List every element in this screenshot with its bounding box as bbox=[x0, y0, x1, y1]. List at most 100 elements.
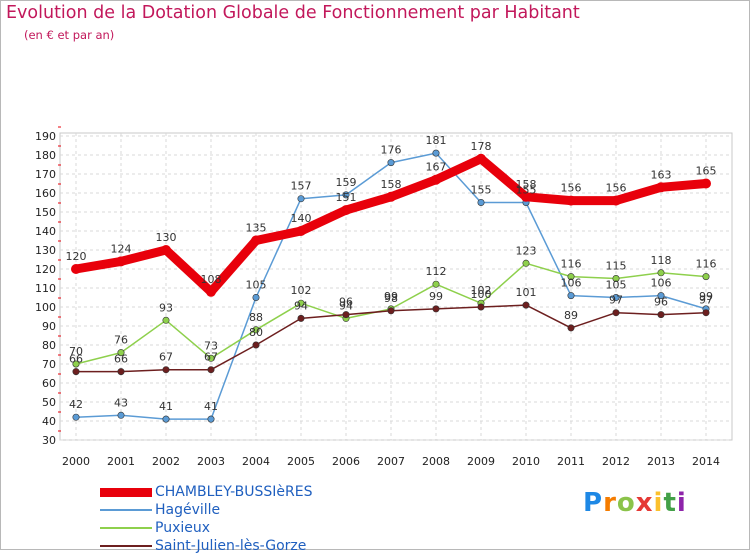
y-tick-label: 90 bbox=[42, 320, 56, 333]
data-label: 155 bbox=[516, 184, 537, 197]
series-3 bbox=[72, 301, 710, 376]
data-label: 76 bbox=[114, 334, 128, 347]
y-tick-label: 190 bbox=[35, 130, 56, 143]
x-tick-label: 2008 bbox=[422, 455, 450, 468]
plot-area bbox=[59, 132, 733, 441]
data-label: 102 bbox=[471, 284, 492, 297]
data-label: 176 bbox=[381, 144, 402, 157]
data-label: 156 bbox=[561, 182, 582, 195]
data-point bbox=[386, 191, 396, 202]
data-point bbox=[702, 309, 710, 317]
data-label: 112 bbox=[426, 265, 447, 278]
data-point bbox=[432, 280, 440, 288]
data-point bbox=[701, 178, 711, 189]
data-label: 165 bbox=[696, 165, 717, 178]
data-label: 67 bbox=[204, 351, 218, 364]
data-point bbox=[342, 191, 350, 199]
data-label: 118 bbox=[651, 254, 672, 267]
page-subtitle: (en € et par an) bbox=[24, 28, 115, 42]
data-point bbox=[521, 191, 531, 202]
y-tick-label: 170 bbox=[35, 168, 56, 181]
data-label: 73 bbox=[204, 339, 218, 352]
data-label: 157 bbox=[291, 180, 312, 193]
x-tick-label: 2006 bbox=[332, 455, 360, 468]
data-point bbox=[657, 311, 665, 319]
data-label: 41 bbox=[159, 400, 173, 413]
data-label: 135 bbox=[246, 222, 267, 235]
data-point bbox=[657, 269, 665, 277]
data-label: 98 bbox=[384, 292, 398, 305]
data-point bbox=[162, 316, 170, 324]
x-tick-label: 2010 bbox=[512, 455, 540, 468]
data-point bbox=[702, 273, 710, 281]
logo-letter: i bbox=[653, 488, 664, 518]
x-tick-label: 2012 bbox=[602, 455, 630, 468]
logo-letter: i bbox=[676, 488, 687, 518]
y-tick-label: 80 bbox=[42, 339, 56, 352]
data-label: 159 bbox=[336, 176, 357, 189]
data-point bbox=[567, 292, 575, 300]
data-label: 178 bbox=[471, 140, 492, 153]
x-tick-label: 2011 bbox=[557, 455, 585, 468]
data-point bbox=[117, 411, 125, 419]
y-tick-label: 50 bbox=[42, 396, 56, 409]
data-point bbox=[297, 299, 305, 307]
page-title: Evolution de la Dotation Globale de Fonc… bbox=[6, 3, 580, 23]
data-point bbox=[162, 415, 170, 423]
y-tick-label: 40 bbox=[42, 415, 56, 428]
data-label: 80 bbox=[249, 326, 263, 339]
data-point bbox=[207, 354, 215, 362]
data-label: 140 bbox=[291, 212, 312, 225]
y-tick-label: 130 bbox=[35, 244, 56, 257]
data-point bbox=[207, 366, 215, 374]
data-label: 66 bbox=[69, 353, 83, 366]
data-label: 66 bbox=[114, 353, 128, 366]
data-label: 43 bbox=[114, 396, 128, 409]
data-point bbox=[611, 195, 621, 206]
data-point bbox=[431, 174, 441, 185]
data-point bbox=[72, 413, 80, 421]
data-label: 96 bbox=[654, 296, 668, 309]
data-point bbox=[297, 314, 305, 322]
data-point bbox=[162, 366, 170, 374]
x-tick-label: 2009 bbox=[467, 455, 495, 468]
data-label: 108 bbox=[201, 273, 222, 286]
y-tick-label: 120 bbox=[35, 263, 56, 276]
data-point bbox=[612, 309, 620, 317]
y-tick-label: 100 bbox=[35, 301, 56, 314]
data-label: 42 bbox=[69, 398, 83, 411]
data-label: 163 bbox=[651, 168, 672, 181]
data-label: 41 bbox=[204, 400, 218, 413]
data-point bbox=[522, 301, 530, 309]
y-tick-label: 70 bbox=[42, 358, 56, 371]
data-label: 158 bbox=[381, 178, 402, 191]
data-label: 116 bbox=[561, 258, 582, 271]
data-label: 106 bbox=[561, 277, 582, 290]
data-point bbox=[432, 149, 440, 157]
legend-swatch-puxieux bbox=[100, 527, 152, 529]
data-point bbox=[252, 293, 260, 301]
data-label: 89 bbox=[564, 309, 578, 322]
data-label: 105 bbox=[246, 279, 267, 292]
data-label: 151 bbox=[336, 191, 357, 204]
data-label: 93 bbox=[159, 301, 173, 314]
legend-label-hageville: Hagéville bbox=[155, 502, 221, 518]
data-label: 167 bbox=[426, 161, 447, 174]
data-point bbox=[341, 205, 351, 216]
data-point bbox=[206, 286, 216, 297]
data-point bbox=[116, 256, 126, 267]
data-label: 67 bbox=[159, 351, 173, 364]
x-tick-label: 2002 bbox=[152, 455, 180, 468]
data-point bbox=[432, 305, 440, 313]
data-label: 123 bbox=[516, 244, 537, 257]
data-point bbox=[71, 264, 81, 274]
legend-swatch-hageville bbox=[100, 509, 152, 511]
legend-label-puxieux: Puxieux bbox=[155, 520, 211, 536]
y-tick-label: 150 bbox=[35, 206, 56, 219]
x-tick-label: 2003 bbox=[197, 455, 225, 468]
logo-letter: r bbox=[603, 488, 617, 518]
data-label: 100 bbox=[471, 288, 492, 301]
legend-label-saint-julien: Saint-Julien-lès-Gorze bbox=[155, 538, 307, 554]
series-1 bbox=[72, 149, 710, 423]
data-label: 120 bbox=[66, 250, 87, 263]
